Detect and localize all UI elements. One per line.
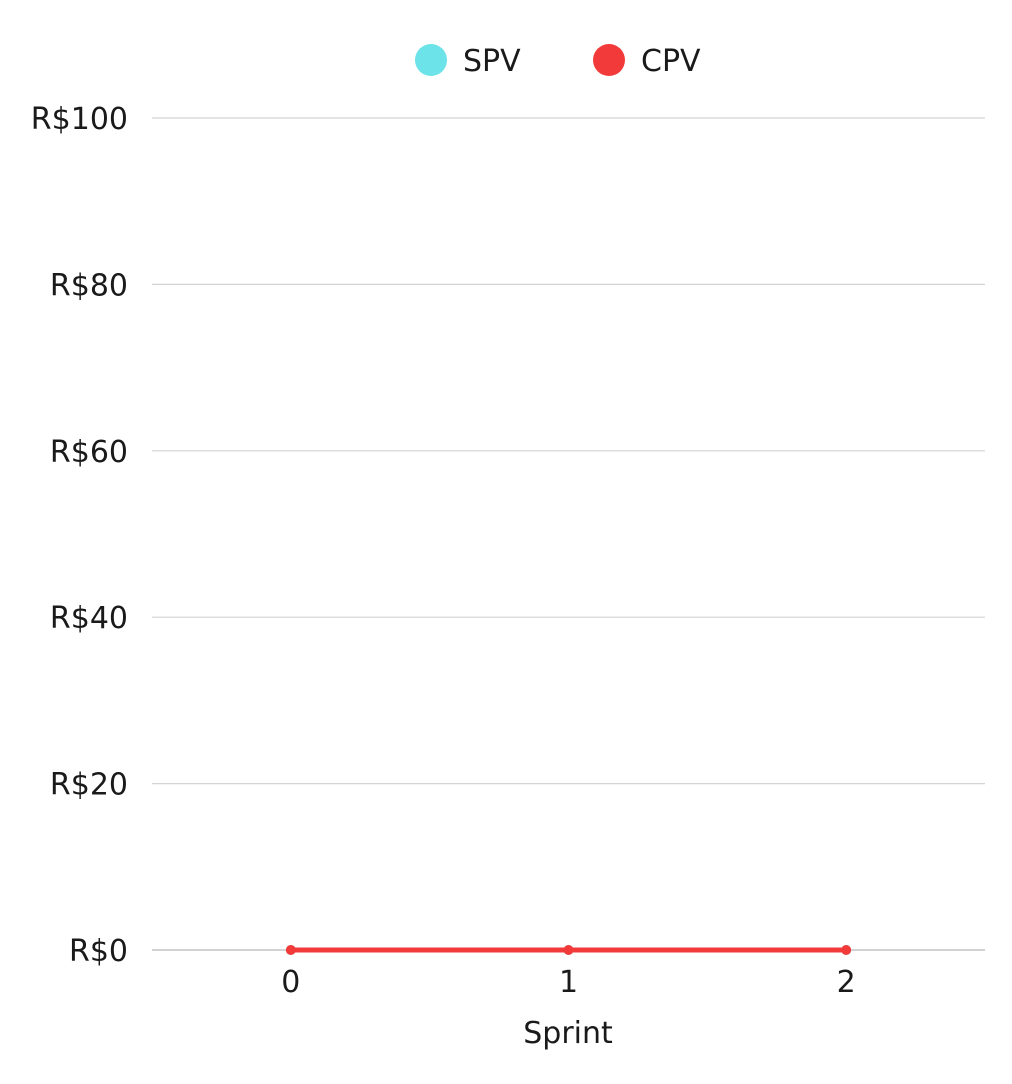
y-tick-label: R$60: [50, 435, 128, 470]
legend-marker: [593, 44, 625, 76]
x-tick-label: 2: [837, 965, 856, 1000]
legend-item-spv: SPV: [415, 44, 521, 79]
legend: SPV CPV: [415, 44, 701, 79]
legend-item-cpv: CPV: [593, 44, 701, 79]
y-tick-label: R$20: [50, 768, 128, 803]
data-point-cpv: [563, 945, 574, 955]
series-cpv: [285, 945, 852, 955]
x-axis-tick-labels: 0 1 2: [281, 965, 855, 1000]
legend-marker: [415, 44, 447, 76]
data-point-cpv: [285, 945, 296, 955]
y-tick-label: R$80: [50, 268, 128, 303]
data-point-cpv: [841, 945, 852, 955]
y-axis-tick-labels: R$0 R$20 R$40 R$60 R$80 R$100: [31, 102, 128, 969]
x-axis-label: Sprint: [523, 1016, 613, 1051]
x-tick-label: 1: [559, 965, 578, 1000]
legend-label: SPV: [463, 44, 521, 79]
legend-label: CPV: [641, 44, 701, 79]
x-tick-label: 0: [281, 965, 300, 1000]
grid-lines: [152, 117, 985, 951]
series-layer: [285, 945, 852, 955]
y-tick-label: R$100: [31, 102, 128, 137]
y-tick-label: R$40: [50, 601, 128, 636]
y-tick-label: R$0: [69, 934, 128, 969]
